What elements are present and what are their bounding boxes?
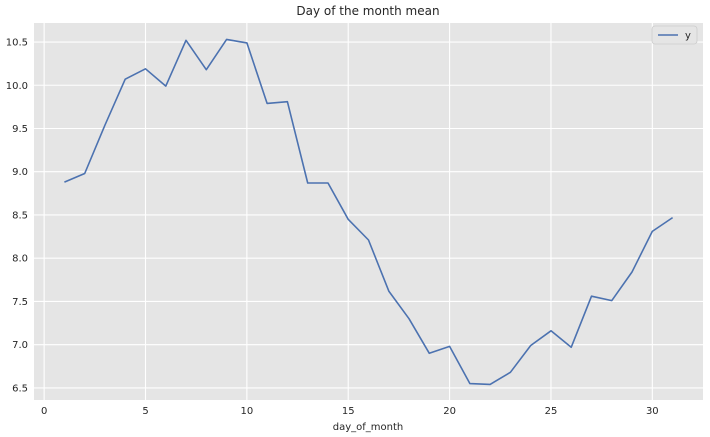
gridlines: [34, 23, 703, 400]
y-tick-label: 9.0: [12, 167, 28, 178]
x-tick-label: 25: [545, 406, 558, 417]
x-tick-label: 30: [646, 406, 659, 417]
y-tick-label: 10.0: [6, 81, 28, 92]
y-tick-label: 10.5: [6, 38, 28, 49]
x-tick-label: 10: [240, 406, 253, 417]
x-tick-label: 5: [142, 406, 148, 417]
series-group: [64, 38, 674, 386]
x-tick-label: 0: [41, 406, 47, 417]
x-axis-ticks: 0 5 10 15 20 25 30: [41, 406, 659, 417]
y-tick-label: 8.0: [12, 254, 28, 265]
x-axis-label: day_of_month: [333, 422, 404, 433]
y-tick-label: 9.5: [12, 124, 28, 135]
x-tick-label: 15: [342, 406, 355, 417]
chart-title: Day of the month mean: [296, 4, 439, 18]
plot-area: [34, 23, 703, 400]
legend: y: [651, 25, 698, 45]
y-tick-label: 7.0: [12, 340, 28, 351]
x-tick-label: 20: [443, 406, 456, 417]
y-tick-label: 6.5: [12, 383, 28, 394]
legend-label-y: y: [685, 31, 691, 42]
y-axis-ticks: 6.5 7.0 7.5 8.0 8.5 9.0 9.5 10.0 10.5: [6, 38, 28, 395]
y-tick-label: 8.5: [12, 210, 28, 221]
y-tick-label: 7.5: [12, 297, 28, 308]
series-line-y: [64, 38, 674, 386]
